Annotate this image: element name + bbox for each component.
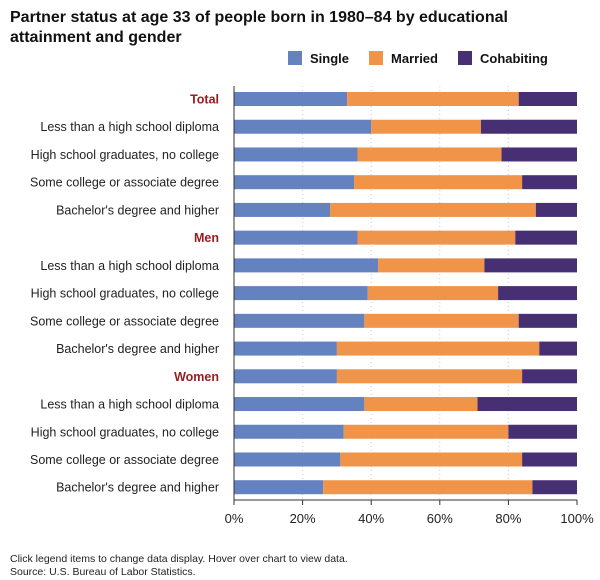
bar-single[interactable]: [234, 258, 379, 273]
bar-married[interactable]: [336, 369, 523, 384]
category-label: Less than a high school diploma: [40, 259, 219, 273]
x-tick-label: 100%: [560, 511, 594, 526]
category-label: Some college or associate degree: [30, 314, 219, 328]
bar-cohabiting[interactable]: [518, 92, 577, 106]
bar-married[interactable]: [340, 452, 523, 467]
bar-chart[interactable]: Total Less than a high school diploma High…: [0, 0, 600, 545]
bar-single[interactable]: [234, 369, 337, 384]
bar-single[interactable]: [234, 202, 331, 217]
bar-married[interactable]: [367, 286, 499, 301]
bar-single[interactable]: [234, 147, 358, 162]
legend-label-married: Married: [391, 50, 438, 66]
category-label: Bachelor's degree and higher: [56, 203, 219, 217]
bar-cohabiting[interactable]: [535, 202, 577, 217]
category-label: Some college or associate degree: [30, 176, 219, 190]
footnote-source: Source: U.S. Bureau of Labor Statistics.: [10, 566, 196, 578]
bar-single[interactable]: [234, 424, 344, 439]
bar-cohabiting[interactable]: [532, 480, 577, 495]
bar-married[interactable]: [357, 147, 502, 162]
bar-married[interactable]: [354, 175, 523, 190]
group-label: Men: [194, 231, 219, 245]
bar-cohabiting[interactable]: [522, 452, 577, 467]
x-tick-label: 80%: [495, 511, 521, 526]
chart-title: Partner status at age 33 of people born …: [10, 9, 508, 46]
bar-single[interactable]: [234, 286, 368, 301]
category-label: Less than a high school diploma: [40, 398, 219, 412]
bar-married[interactable]: [364, 313, 519, 328]
legend-label-single: Single: [310, 50, 350, 66]
category-label: Some college or associate degree: [30, 453, 219, 467]
legend-swatch-cohabiting: [457, 51, 472, 65]
bar-cohabiting[interactable]: [515, 230, 577, 245]
bar-cohabiting[interactable]: [484, 258, 577, 273]
bar-married[interactable]: [364, 397, 478, 412]
bar-married[interactable]: [336, 341, 540, 356]
legend-item-single[interactable]: Single: [288, 51, 349, 66]
bar-single[interactable]: [234, 452, 341, 467]
group-label: Women: [174, 370, 219, 384]
bar-cohabiting[interactable]: [522, 175, 577, 190]
bar-married[interactable]: [343, 424, 509, 439]
x-tick-label: 0%: [225, 511, 244, 526]
category-label: Less than a high school diploma: [40, 120, 219, 134]
bar-cohabiting[interactable]: [539, 341, 577, 356]
legend-item-cohabiting[interactable]: Cohabiting: [457, 50, 548, 66]
legend-item-married[interactable]: Married: [369, 51, 438, 66]
category-label: High school graduates, no college: [31, 287, 219, 301]
bar-cohabiting[interactable]: [498, 286, 577, 301]
bar-cohabiting[interactable]: [477, 397, 577, 412]
bar-married[interactable]: [378, 258, 485, 273]
chart-legend: Single Married Cohabiting: [288, 49, 568, 67]
legend-swatch-married: [369, 51, 384, 65]
category-label: High school graduates, no college: [31, 148, 219, 162]
legend-label-cohabiting: Cohabiting: [479, 50, 548, 66]
category-label: High school graduates, no college: [31, 425, 219, 439]
group-label: Total: [190, 93, 219, 107]
bar-single[interactable]: [234, 230, 358, 245]
bar-single[interactable]: [234, 92, 348, 106]
bar-married[interactable]: [330, 202, 536, 217]
category-label: Bachelor's degree and higher: [56, 342, 219, 356]
bar-single[interactable]: [234, 341, 337, 356]
bar-cohabiting[interactable]: [518, 313, 577, 328]
bar-married[interactable]: [323, 480, 533, 495]
bar-married[interactable]: [371, 119, 481, 134]
bar-cohabiting[interactable]: [522, 369, 577, 384]
bar-cohabiting[interactable]: [480, 119, 577, 134]
x-tick-label: 40%: [358, 511, 384, 526]
x-tick-label: 20%: [290, 511, 316, 526]
bar-single[interactable]: [234, 397, 365, 412]
bar-single[interactable]: [234, 119, 372, 134]
bar-married[interactable]: [347, 92, 519, 106]
bar-single[interactable]: [234, 313, 365, 328]
bar-single[interactable]: [234, 480, 324, 495]
bar-single[interactable]: [234, 175, 355, 190]
bar-married[interactable]: [357, 230, 516, 245]
bar-cohabiting[interactable]: [508, 424, 577, 439]
bar-cohabiting[interactable]: [501, 147, 577, 162]
category-label: Bachelor's degree and higher: [56, 481, 219, 495]
footnote-instructions: Click legend items to change data displa…: [10, 553, 348, 565]
legend-swatch-single: [288, 51, 302, 65]
x-tick-label: 60%: [427, 511, 453, 526]
